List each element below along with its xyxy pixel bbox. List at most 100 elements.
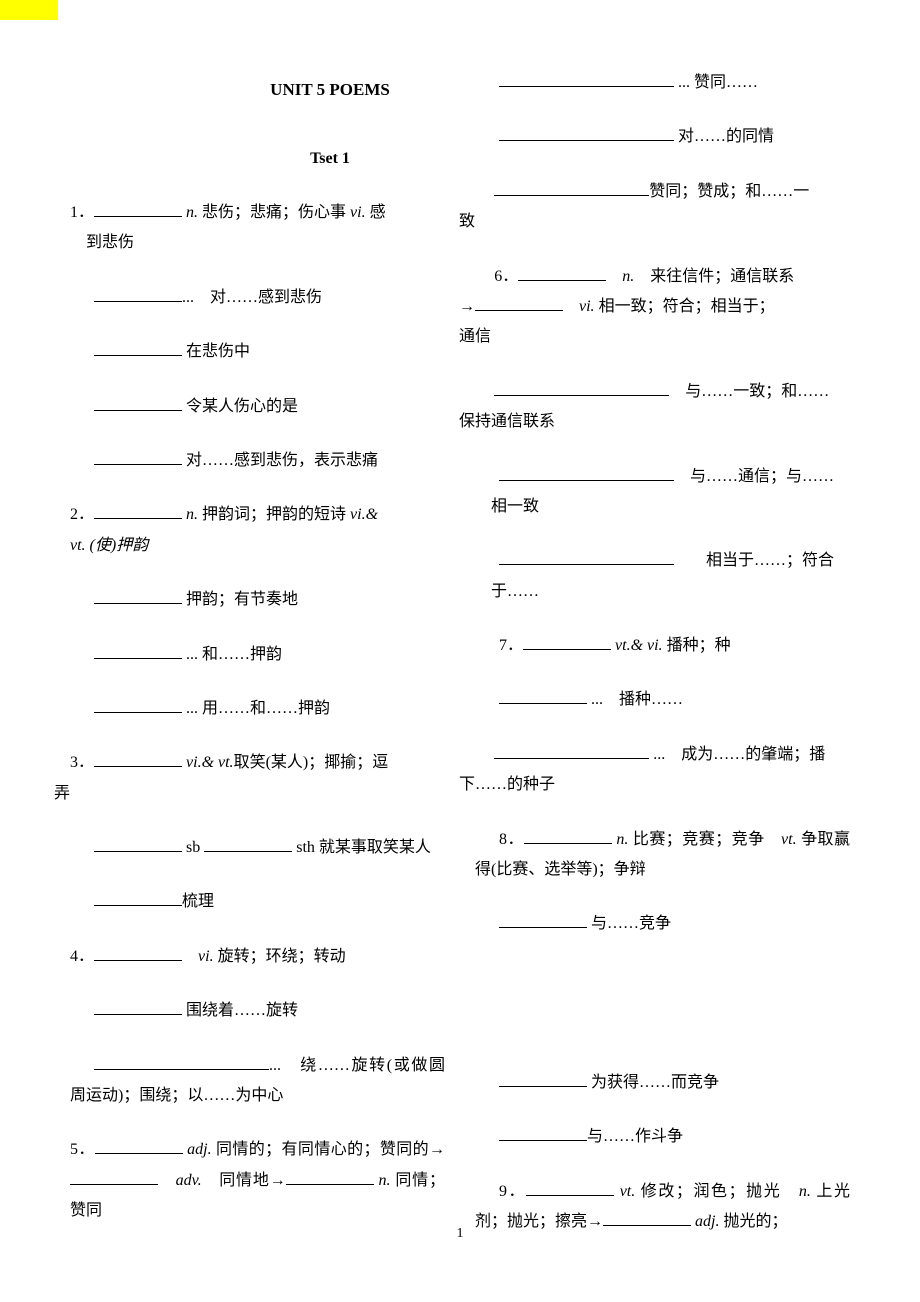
document-page: UNIT 5 POEMS Tset 1 1． n. 悲伤；悲痛；伤心事 vi. … bbox=[0, 0, 920, 1301]
entry-number: 7． bbox=[499, 637, 523, 654]
pos: vt. bbox=[620, 1183, 636, 1200]
def: 押韵词；押韵的短诗 bbox=[202, 506, 346, 523]
blank bbox=[286, 1169, 374, 1185]
blank bbox=[499, 1071, 587, 1087]
entry-8: 8． n. 比赛；竞赛；竞争 vt. 争取赢得(比赛、选举等)；争辩 bbox=[475, 825, 850, 886]
text: ... 和……押韵 bbox=[182, 646, 282, 663]
blank bbox=[94, 503, 182, 519]
text: 押韵；有节奏地 bbox=[182, 591, 298, 608]
pos: n. bbox=[606, 268, 634, 285]
arrow: → bbox=[459, 298, 475, 315]
text: 对……的同情 bbox=[674, 128, 774, 145]
entry-7: 7． vt.& vi. 播种；种 bbox=[475, 631, 850, 661]
entry-number: 1． bbox=[70, 204, 94, 221]
sub-line: ... 赞同…… bbox=[475, 68, 850, 98]
text: 梳理 bbox=[182, 893, 214, 910]
blank bbox=[499, 465, 674, 481]
entry-number: 3． bbox=[70, 754, 94, 771]
sub-line: sb sth 就某事取笑某人 bbox=[70, 833, 445, 863]
blank bbox=[94, 340, 182, 356]
sub-line: ... 成为……的肇端；播下……的种子 bbox=[459, 740, 850, 801]
pos: adj. bbox=[187, 1141, 211, 1158]
blank bbox=[94, 697, 182, 713]
blank bbox=[499, 912, 587, 928]
pos: n. bbox=[379, 1172, 391, 1189]
text: 相当于……；符合 bbox=[674, 552, 834, 569]
entry-1: 1． n. 悲伤；悲痛；伤心事 vi. 感 到悲伤 bbox=[70, 198, 445, 259]
def: 悲伤；悲痛；伤心事 bbox=[202, 204, 346, 221]
pos: n. bbox=[186, 506, 198, 523]
text: 与……竞争 bbox=[587, 915, 671, 932]
pos: n. bbox=[616, 831, 628, 848]
blank bbox=[499, 549, 674, 565]
entry-number: 8． bbox=[499, 831, 524, 848]
blank bbox=[94, 999, 182, 1015]
hang: 保持通信联系 bbox=[459, 413, 555, 430]
text: 与……一致；和…… bbox=[669, 383, 829, 400]
blank bbox=[518, 265, 606, 281]
entry-2: 2． n. 押韵词；押韵的短诗 vi.&vt. (使)押韵 bbox=[70, 500, 445, 561]
entry-4: 4． vi. 旋转；环绕；转动 bbox=[70, 942, 445, 972]
entry-number: 9． bbox=[499, 1183, 526, 1200]
cont: vt. (使)押韵 bbox=[70, 537, 148, 554]
sub-line: 押韵；有节奏地 bbox=[70, 585, 445, 615]
blank bbox=[494, 180, 649, 196]
sub-line: 对……的同情 bbox=[475, 122, 850, 152]
sub-line: 与……通信；与…… 相一致 bbox=[475, 462, 850, 523]
page-number: 1 bbox=[457, 1226, 464, 1242]
blank bbox=[95, 1138, 183, 1154]
pos2: n. bbox=[799, 1183, 811, 1200]
sub-line: 围绕着……旋转 bbox=[70, 996, 445, 1026]
blank bbox=[499, 125, 674, 141]
sub-line: ... 播种…… bbox=[475, 685, 850, 715]
def: 同情地→ bbox=[202, 1172, 286, 1189]
hang: 下……的种子 bbox=[459, 776, 555, 793]
blank bbox=[94, 588, 182, 604]
blank bbox=[94, 945, 182, 961]
text: 在悲伤中 bbox=[182, 343, 250, 360]
right-column: ... 赞同…… 对……的同情 赞同；赞成；和……一致 6． n. 来往信件；通… bbox=[475, 68, 850, 1261]
entry-9: 9． vt. 修改；润色；抛光 n. 上光剂；抛光；擦亮→ adj. 抛光的； bbox=[475, 1177, 850, 1238]
text: 围绕着……旋转 bbox=[182, 1002, 298, 1019]
sub-line: 相当于……；符合 于…… bbox=[475, 546, 850, 607]
entry-number: 4． bbox=[70, 948, 94, 965]
blank bbox=[70, 1169, 158, 1185]
pos2: vt. bbox=[781, 831, 797, 848]
blank bbox=[499, 71, 674, 87]
hang: 致 bbox=[459, 213, 475, 230]
hang: 于…… bbox=[475, 583, 539, 600]
pos2: vi. bbox=[350, 204, 366, 221]
sub-line: 与……竞争 bbox=[475, 909, 850, 939]
blank bbox=[499, 688, 587, 704]
blank bbox=[526, 1180, 614, 1196]
entry-number: 5． bbox=[70, 1141, 95, 1158]
def: 播种；种 bbox=[667, 637, 731, 654]
sub-line: 赞同；赞成；和……一致 bbox=[459, 177, 850, 238]
text: ... 赞同…… bbox=[674, 74, 758, 91]
def: 取笑(某人)；揶揄；逗 bbox=[234, 754, 389, 771]
blank bbox=[94, 1054, 269, 1070]
unit-title: UNIT 5 POEMS bbox=[170, 80, 490, 100]
def: 比赛；竞赛；竞争 bbox=[633, 831, 781, 848]
blank bbox=[94, 395, 182, 411]
blank bbox=[94, 286, 182, 302]
pos: n. bbox=[186, 204, 198, 221]
pos3: adj. bbox=[695, 1213, 719, 1230]
def: 来往信件；通信联系 bbox=[634, 268, 794, 285]
blank bbox=[499, 1125, 587, 1141]
blank bbox=[494, 743, 649, 759]
text: 与……作斗争 bbox=[587, 1128, 683, 1145]
blank bbox=[94, 643, 182, 659]
sub-line: 与……作斗争 bbox=[475, 1122, 850, 1152]
pos2: vi. bbox=[563, 298, 595, 315]
blank bbox=[475, 295, 563, 311]
blank bbox=[524, 828, 612, 844]
text: sth 就某事取笑某人 bbox=[292, 839, 431, 856]
blank bbox=[94, 201, 182, 217]
text: 令某人伤心的是 bbox=[182, 398, 298, 415]
def2: 相一致；符合；相当于； bbox=[599, 298, 775, 315]
hang: 通信 bbox=[459, 328, 491, 345]
def: 修改；润色；抛光 bbox=[641, 1183, 799, 1200]
spacer bbox=[475, 964, 850, 1044]
text: 为获得……而竞争 bbox=[587, 1074, 719, 1091]
